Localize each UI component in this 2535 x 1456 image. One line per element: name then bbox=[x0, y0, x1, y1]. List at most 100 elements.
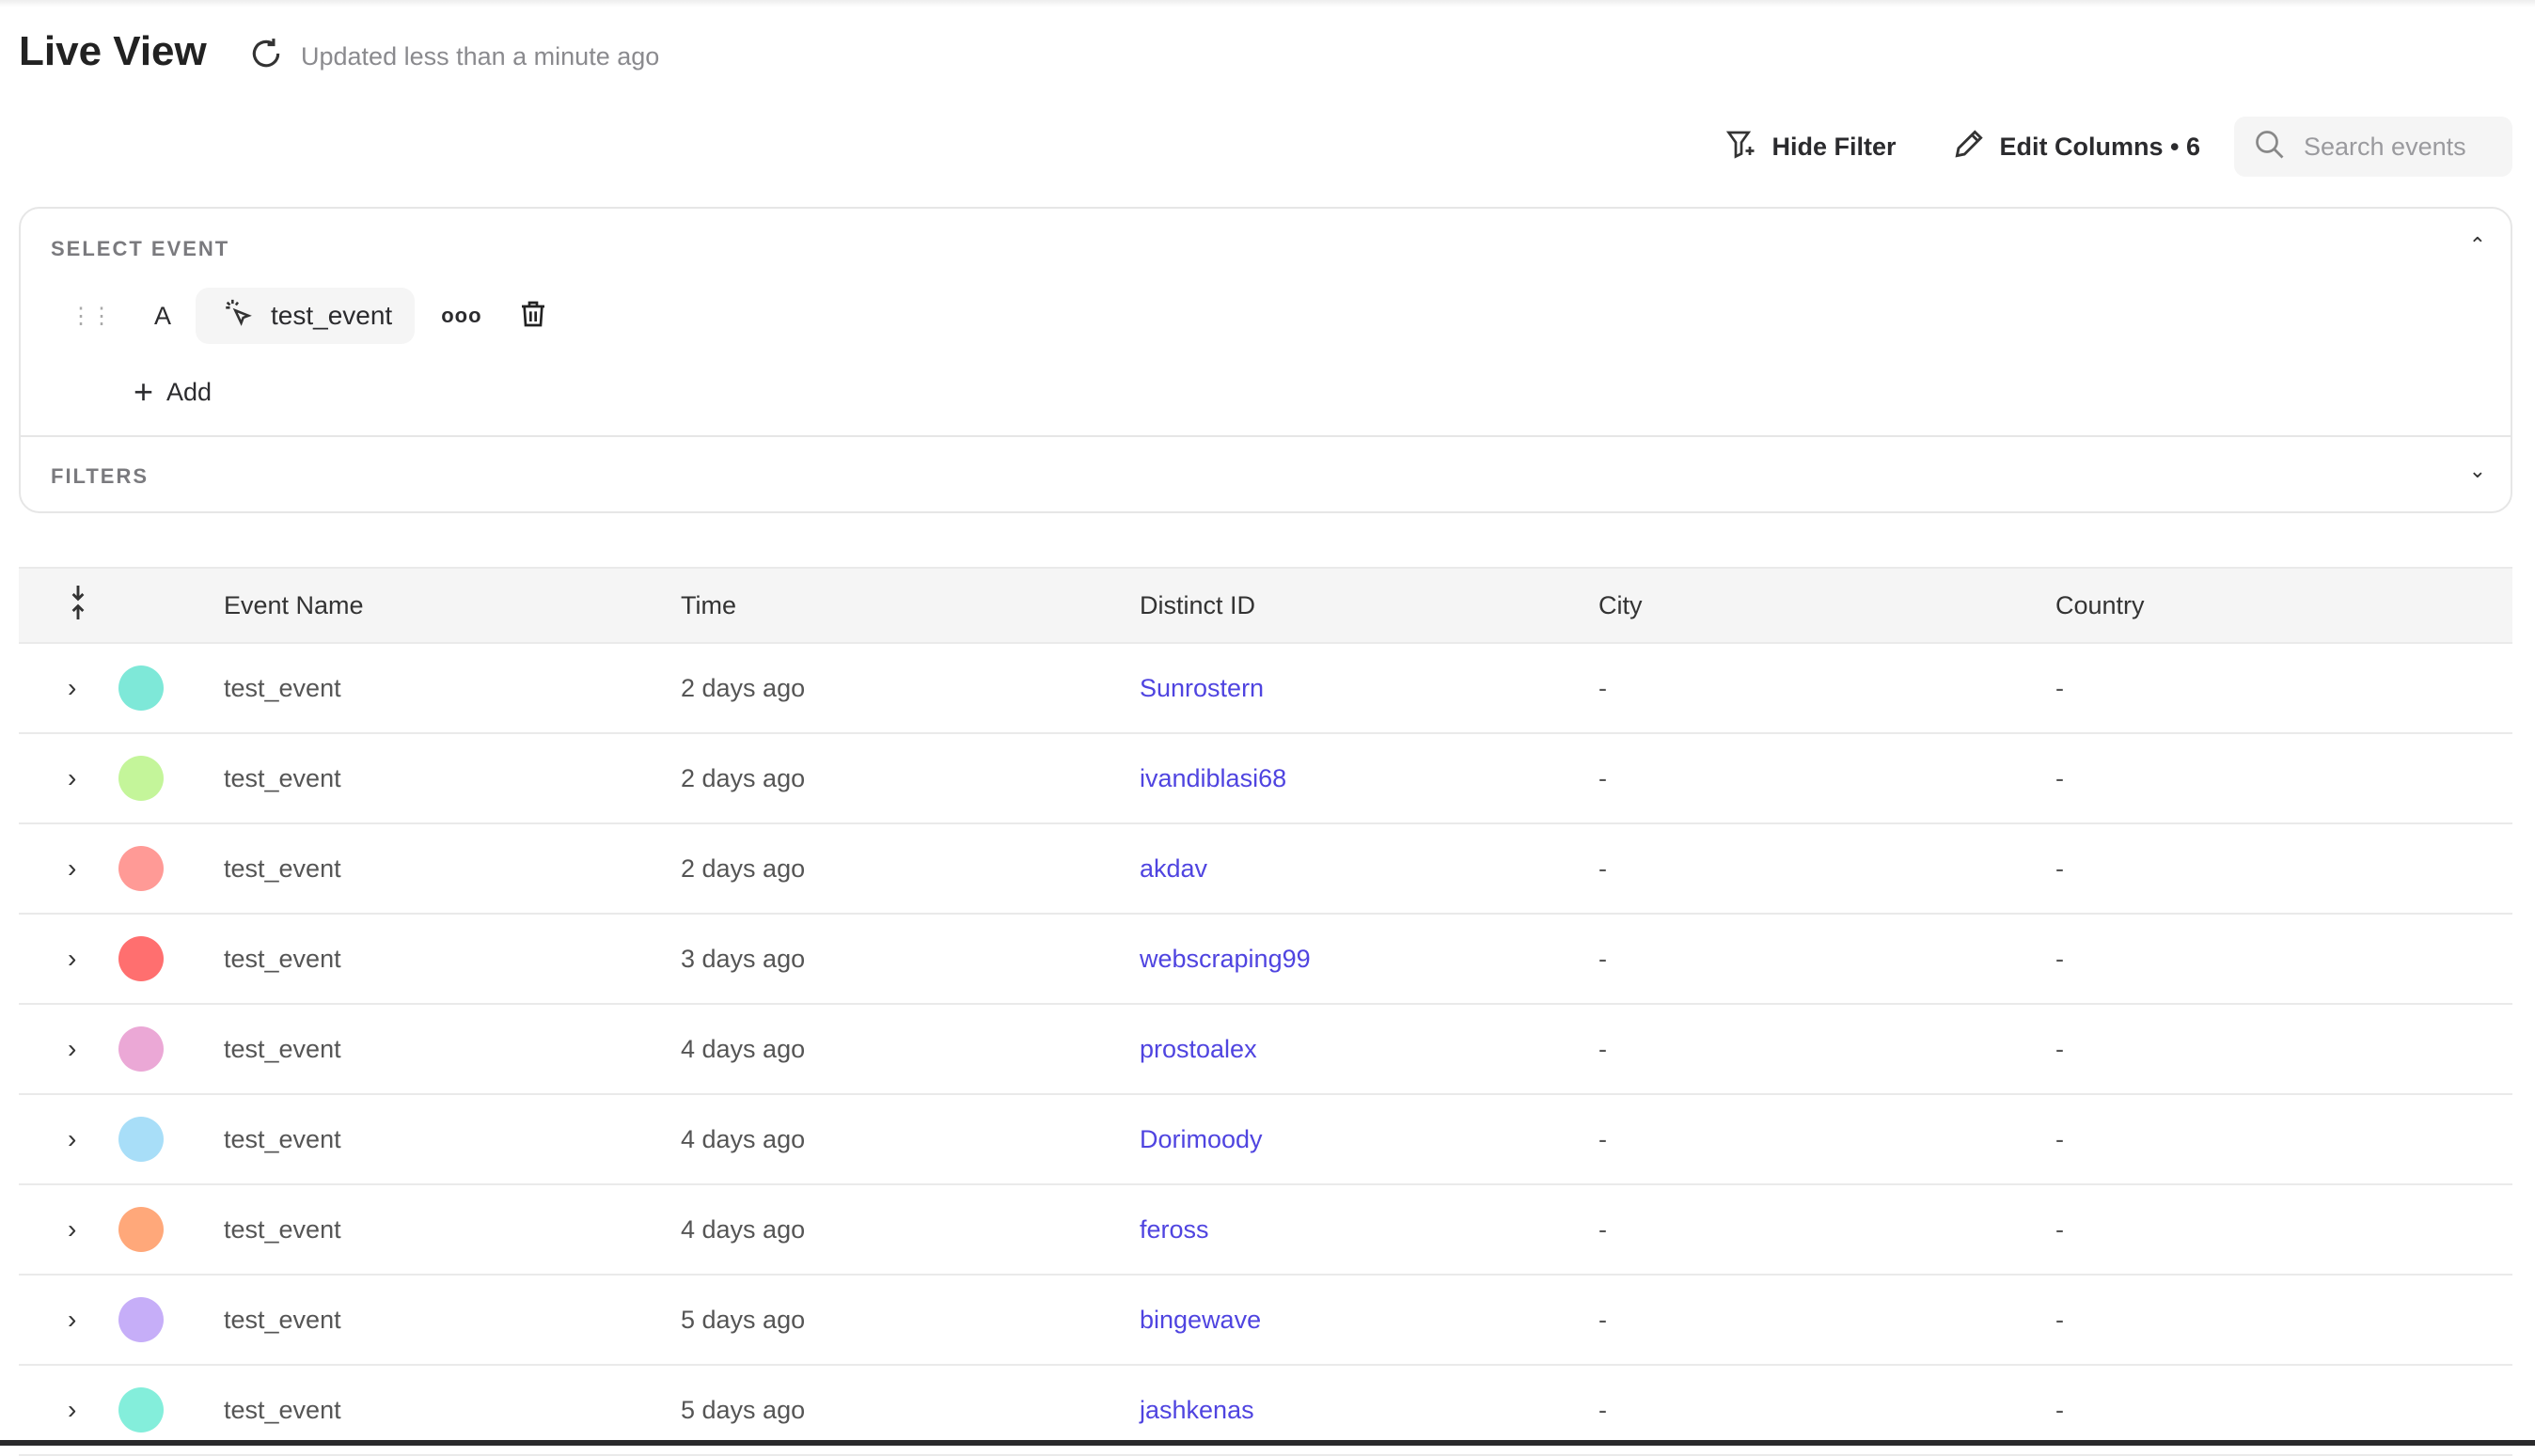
time-cell: 4 days ago bbox=[681, 1184, 1140, 1276]
edit-columns-button[interactable]: Edit Columns • 6 bbox=[1951, 126, 2200, 168]
country-cell: - bbox=[2055, 643, 2512, 734]
avatar bbox=[118, 1387, 164, 1433]
distinct-id-link[interactable]: feross bbox=[1140, 1184, 1598, 1276]
events-table: Event Name Time Distinct ID City Country… bbox=[19, 567, 2512, 1456]
avatar bbox=[118, 756, 164, 801]
time-cell: 3 days ago bbox=[681, 914, 1140, 1005]
event-name-cell: test_event bbox=[224, 1094, 681, 1185]
avatar bbox=[118, 1026, 164, 1072]
city-cell: - bbox=[1598, 733, 2055, 824]
distinct-id-link[interactable]: bingewave bbox=[1140, 1275, 1598, 1366]
expand-row-icon[interactable]: › bbox=[19, 1184, 118, 1276]
table-row[interactable]: › test_event 5 days ago bingewave - - bbox=[19, 1275, 2512, 1366]
table-row[interactable]: › test_event 4 days ago feross - - bbox=[19, 1184, 2512, 1276]
city-cell: - bbox=[1598, 643, 2055, 734]
page-title: Live View bbox=[19, 28, 207, 74]
chevron-up-icon[interactable]: ⌃ bbox=[2468, 233, 2486, 257]
column-header[interactable]: City bbox=[1598, 567, 2055, 644]
country-cell: - bbox=[2055, 1275, 2512, 1366]
column-header[interactable]: Distinct ID bbox=[1140, 567, 1598, 644]
event-name-cell: test_event bbox=[224, 643, 681, 734]
avatar bbox=[118, 1117, 164, 1162]
city-cell: - bbox=[1598, 1094, 2055, 1185]
event-name-cell: test_event bbox=[224, 1004, 681, 1095]
divider bbox=[21, 435, 2511, 437]
expand-row-icon[interactable]: › bbox=[19, 823, 118, 915]
top-shadow bbox=[0, 0, 2535, 8]
expand-row-icon[interactable]: › bbox=[19, 1004, 118, 1095]
distinct-id-link[interactable]: webscraping99 bbox=[1140, 914, 1598, 1005]
toolbar: Hide Filter Edit Columns • 6 bbox=[1724, 117, 2512, 177]
search-box[interactable] bbox=[2234, 117, 2512, 177]
expand-row-icon[interactable]: › bbox=[19, 914, 118, 1005]
update-status: Updated less than a minute ago bbox=[248, 36, 659, 78]
event-name-cell: test_event bbox=[224, 823, 681, 915]
time-cell: 2 days ago bbox=[681, 823, 1140, 915]
table-row[interactable]: › test_event 3 days ago webscraping99 - … bbox=[19, 914, 2512, 1005]
event-name-cell: test_event bbox=[224, 914, 681, 1005]
city-cell: - bbox=[1598, 823, 2055, 915]
click-cursor-icon bbox=[222, 297, 254, 336]
city-cell: - bbox=[1598, 1275, 2055, 1366]
distinct-id-link[interactable]: ivandiblasi68 bbox=[1140, 733, 1598, 824]
time-cell: 5 days ago bbox=[681, 1275, 1140, 1366]
event-name-cell: test_event bbox=[224, 1184, 681, 1276]
table-row[interactable]: › test_event 2 days ago akdav - - bbox=[19, 823, 2512, 915]
pencil-icon bbox=[1951, 126, 1987, 168]
country-cell: - bbox=[2055, 823, 2512, 915]
event-name: test_event bbox=[271, 301, 393, 330]
table-header: Event Name Time Distinct ID City Country bbox=[19, 567, 2512, 644]
more-options-icon[interactable]: ooo bbox=[441, 304, 482, 327]
updated-text: Updated less than a minute ago bbox=[301, 42, 660, 70]
column-header[interactable]: Event Name bbox=[224, 567, 681, 644]
search-input[interactable] bbox=[2304, 132, 2492, 162]
table-row[interactable]: › test_event 2 days ago ivandiblasi68 - … bbox=[19, 733, 2512, 824]
event-letter: A bbox=[154, 301, 172, 330]
avatar bbox=[118, 846, 164, 891]
column-header[interactable]: Country bbox=[2055, 567, 2512, 644]
time-cell: 4 days ago bbox=[681, 1004, 1140, 1095]
hide-filter-button[interactable]: Hide Filter bbox=[1724, 127, 1897, 167]
filter-icon bbox=[1724, 127, 1759, 167]
country-cell: - bbox=[2055, 1094, 2512, 1185]
country-cell: - bbox=[2055, 914, 2512, 1005]
drag-handle-icon[interactable]: ⋮⋮ bbox=[70, 303, 113, 329]
expand-row-icon[interactable]: › bbox=[19, 733, 118, 824]
event-selector[interactable]: test_event bbox=[196, 288, 416, 344]
distinct-id-link[interactable]: prostoalex bbox=[1140, 1004, 1598, 1095]
hide-filter-label: Hide Filter bbox=[1771, 132, 1897, 161]
city-cell: - bbox=[1598, 1004, 2055, 1095]
country-cell: - bbox=[2055, 733, 2512, 824]
search-icon bbox=[2253, 128, 2287, 166]
avatar-column bbox=[118, 567, 224, 644]
distinct-id-link[interactable]: akdav bbox=[1140, 823, 1598, 915]
expand-row-icon[interactable]: › bbox=[19, 643, 118, 734]
time-cell: 2 days ago bbox=[681, 733, 1140, 824]
edit-columns-label: Edit Columns • 6 bbox=[1999, 132, 2200, 161]
table-row[interactable]: › test_event 4 days ago prostoalex - - bbox=[19, 1004, 2512, 1095]
trash-icon[interactable] bbox=[518, 298, 548, 335]
plus-icon: + bbox=[134, 372, 154, 411]
expand-row-icon[interactable]: › bbox=[19, 1094, 118, 1185]
filters-label[interactable]: FILTERS bbox=[51, 464, 150, 488]
time-cell: 2 days ago bbox=[681, 643, 1140, 734]
column-header[interactable]: Time bbox=[681, 567, 1140, 644]
event-name-cell: test_event bbox=[224, 733, 681, 824]
bottom-bar bbox=[0, 1440, 2535, 1446]
table-row[interactable]: › test_event 2 days ago Sunrostern - - bbox=[19, 643, 2512, 734]
select-event-label: SELECT EVENT bbox=[51, 237, 230, 260]
chevron-down-icon[interactable]: ⌄ bbox=[2468, 459, 2486, 482]
city-cell: - bbox=[1598, 914, 2055, 1005]
expand-row-icon[interactable]: › bbox=[19, 1275, 118, 1366]
avatar bbox=[118, 665, 164, 711]
distinct-id-link[interactable]: Sunrostern bbox=[1140, 643, 1598, 734]
country-cell: - bbox=[2055, 1184, 2512, 1276]
add-label: Add bbox=[166, 377, 213, 406]
event-name-cell: test_event bbox=[224, 1275, 681, 1366]
table-row[interactable]: › test_event 4 days ago Dorimoody - - bbox=[19, 1094, 2512, 1185]
add-event-button[interactable]: + Add bbox=[134, 372, 212, 412]
refresh-icon[interactable] bbox=[248, 36, 284, 78]
city-cell: - bbox=[1598, 1184, 2055, 1276]
distinct-id-link[interactable]: Dorimoody bbox=[1140, 1094, 1598, 1185]
collapse-all-icon[interactable] bbox=[19, 567, 118, 644]
